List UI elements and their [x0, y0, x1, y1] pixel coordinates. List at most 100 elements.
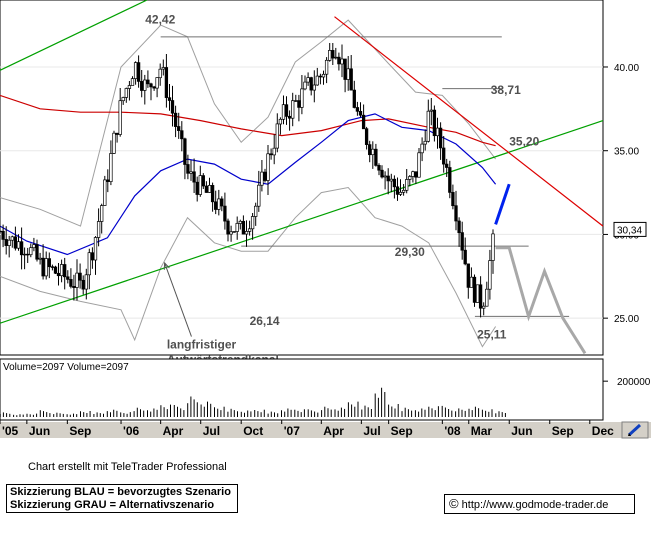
price-bar-body	[0, 230, 2, 233]
price-bar-body	[121, 97, 125, 102]
price-bar-body	[281, 104, 286, 120]
price-bar-body	[346, 68, 350, 80]
price-bar-body	[207, 185, 212, 193]
level-label: 25,11	[477, 327, 507, 341]
price-bar-body	[315, 75, 319, 86]
price-bar-body	[257, 184, 261, 207]
price-bar-body	[266, 153, 270, 181]
price-bar-body	[47, 258, 51, 268]
time-tick-label: Dec	[592, 424, 614, 438]
volume-tick-label: 200000	[617, 377, 651, 388]
price-bar-body	[124, 88, 128, 98]
price-bar-body	[472, 276, 477, 303]
time-tick-label: Apr	[163, 424, 184, 438]
price-bar-body	[364, 128, 369, 145]
price-bar-body	[217, 198, 221, 210]
price-bar-body	[220, 198, 224, 207]
price-bar-body	[377, 165, 381, 171]
price-bar-body	[284, 104, 289, 117]
bollinger-bands	[0, 19, 497, 348]
price-bar-body	[161, 67, 165, 70]
volume-axis: 200000	[603, 377, 651, 388]
price-bar-body	[368, 144, 372, 156]
price-bar-body	[226, 220, 230, 235]
price-bar-body	[53, 266, 58, 274]
scenario-grey-line	[495, 246, 587, 355]
price-gridlines	[0, 66, 603, 319]
time-tick-label: Oct	[243, 424, 263, 438]
price-bar-body	[435, 127, 440, 137]
price-bar-body	[69, 279, 73, 287]
price-bar-body	[204, 185, 209, 193]
price-bar-body	[158, 68, 162, 79]
price-bar-body	[260, 171, 264, 186]
time-axis: '05 Jun Sep '06 Apr Jul Oct '07 Apr Jul Sep '08 Mar J…	[0, 420, 651, 438]
price-bar-body	[371, 148, 375, 156]
price-bar-body	[81, 279, 85, 290]
price-bar-body	[334, 56, 338, 59]
price-bar-body	[475, 284, 480, 303]
price-bar-body	[466, 263, 470, 288]
source-url[interactable]: http://www.godmode-trader.de	[461, 499, 609, 511]
price-bar-body	[291, 100, 295, 119]
price-bar-body	[254, 205, 258, 217]
price-bar-body	[414, 171, 418, 178]
price-bar-body	[22, 253, 27, 256]
price-bar-body	[411, 171, 415, 177]
level-label: 38,71	[491, 83, 521, 97]
price-bar-body	[167, 97, 172, 101]
time-tick-label: Mar	[471, 424, 493, 438]
time-tick-label: '07	[284, 424, 301, 438]
price-tick-label: 35.00	[614, 147, 639, 158]
time-tick-label: '08	[444, 424, 461, 438]
time-tick-label: Apr	[323, 424, 344, 438]
pencil-tool-button[interactable]	[621, 421, 649, 439]
price-bar-body	[38, 257, 42, 260]
price-bar-body	[380, 169, 384, 178]
volume-label: Volume=2097 Volume=2097	[3, 362, 129, 373]
price-bar-body	[177, 126, 181, 131]
price-bar-body	[118, 100, 122, 135]
price-bar-body	[90, 252, 95, 261]
scenario-legend: Skizzierung BLAU = bevorzugtes Szenario …	[6, 484, 238, 513]
price-bar-body	[275, 123, 279, 149]
price-bar-body	[63, 264, 67, 278]
price-bar-body	[149, 83, 153, 88]
price-bar-body	[460, 232, 464, 251]
time-tick-label: Jun	[29, 424, 50, 438]
price-bar-body	[164, 67, 169, 98]
price-bar-body	[186, 164, 190, 174]
time-tick-label: Jun	[511, 424, 532, 438]
copyright-symbol: ©	[449, 496, 459, 511]
level-label: 35,20	[509, 135, 539, 149]
price-bar-body	[395, 186, 400, 195]
price-bar-body	[223, 205, 227, 222]
price-bar-body	[229, 231, 233, 235]
annotation-arrowhead	[163, 261, 170, 270]
source-box: © http://www.godmode-trader.de	[444, 494, 635, 514]
price-bar-body	[454, 205, 458, 222]
price-tick-label: 40.00	[614, 63, 639, 74]
price-bar-body	[75, 272, 79, 288]
price-bar-body	[247, 228, 252, 232]
price-bar-body	[136, 62, 141, 82]
price-bar-body	[442, 147, 446, 165]
time-tick-label: Sep	[391, 424, 413, 438]
price-bar-body	[7, 239, 11, 246]
price-bar-body	[146, 79, 150, 85]
volume-panel: Volume=2097 Volume=2097	[0, 358, 604, 421]
price-bar-body	[297, 100, 301, 108]
price-bar-body	[331, 50, 335, 59]
pencil-icon	[627, 423, 642, 437]
price-bar-body	[41, 257, 45, 277]
price-bar-body	[482, 305, 486, 309]
price-bar-body	[84, 274, 88, 290]
price-bar-body	[318, 75, 323, 78]
price-bar-body	[72, 286, 76, 288]
price-bar-body	[103, 179, 107, 206]
price-bar-body	[198, 175, 202, 195]
price-bar-body	[78, 272, 82, 281]
price-bar-body	[278, 118, 283, 125]
price-bar-body	[44, 258, 48, 277]
